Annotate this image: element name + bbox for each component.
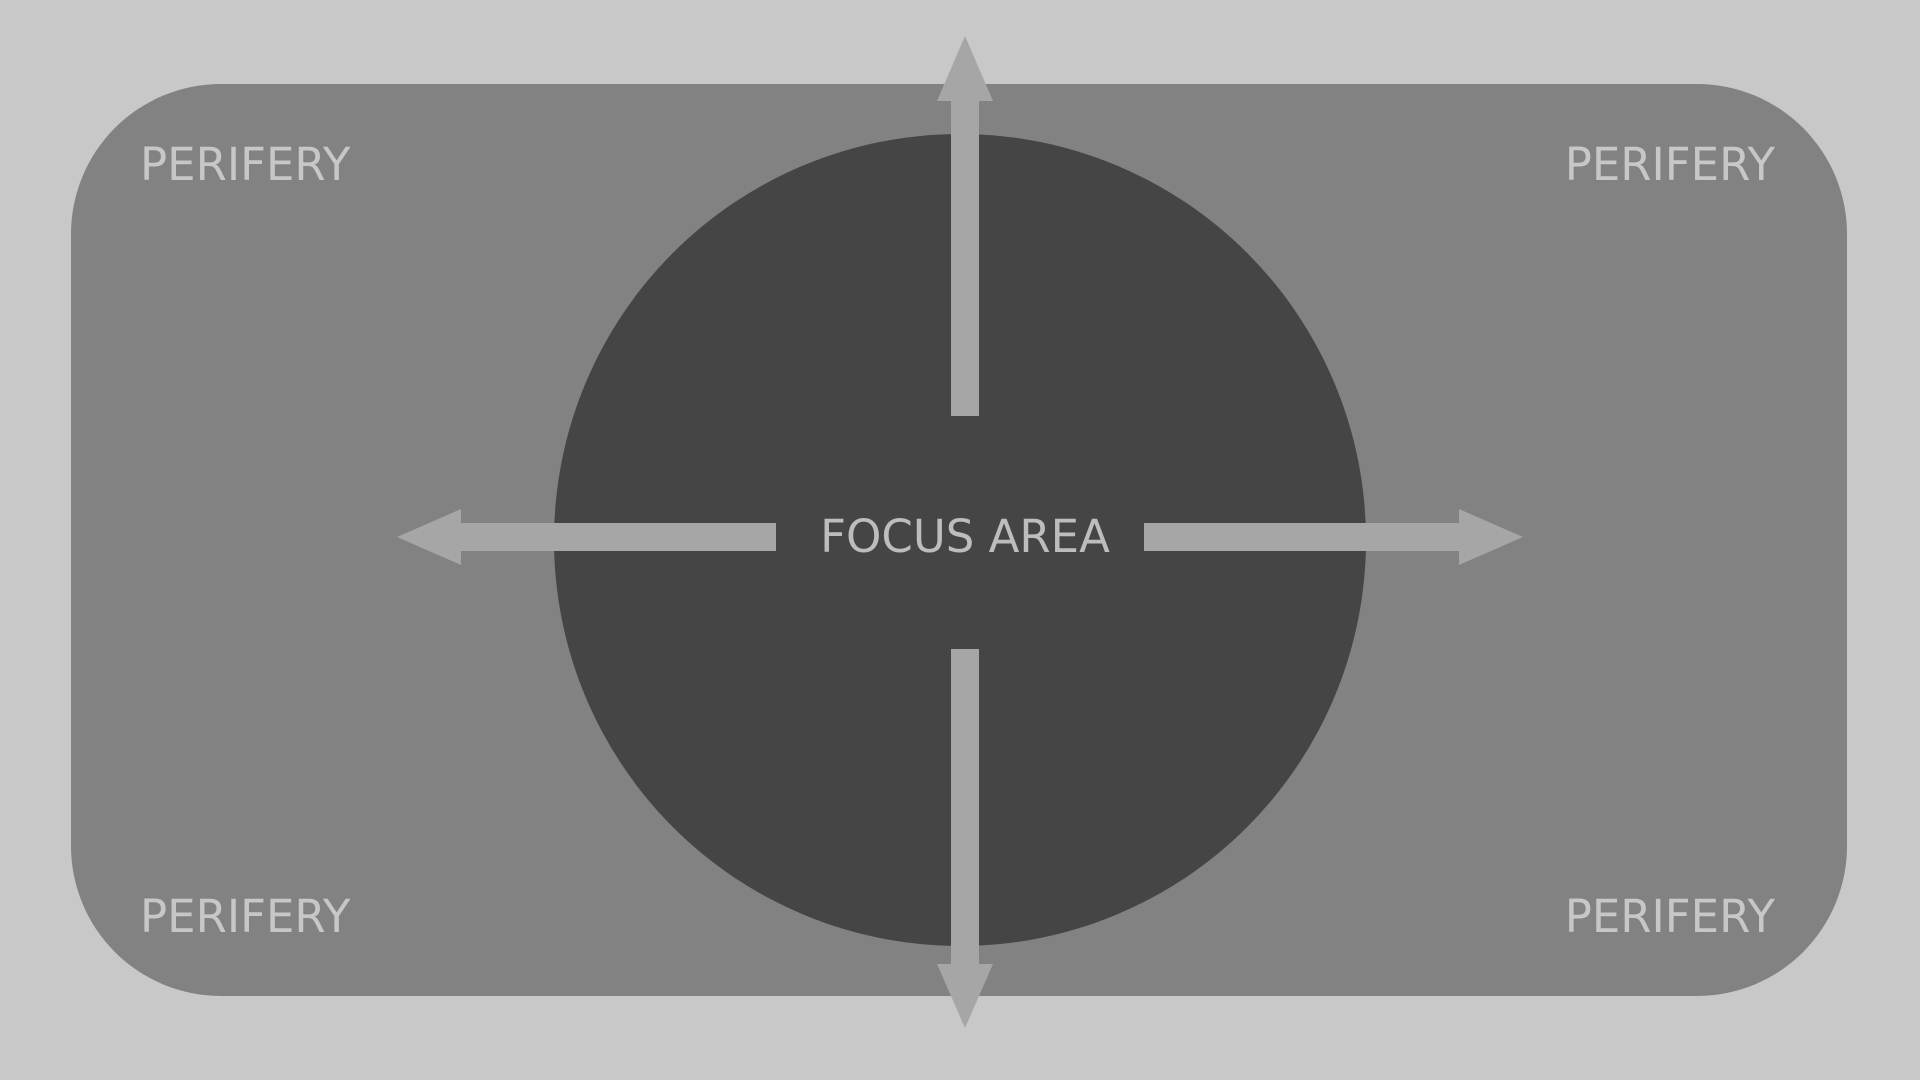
arrow-down-icon: [937, 649, 993, 1028]
focus-area-circle: [554, 134, 1366, 946]
focus-area-label: FOCUS AREA: [820, 510, 1110, 563]
arrow-right-icon: [1144, 509, 1523, 565]
arrow-up-icon: [937, 36, 993, 416]
arrow-left-icon: [397, 509, 776, 565]
periphery-label-top-right: PERIFERY: [1565, 138, 1776, 191]
periphery-label-top-left: PERIFERY: [140, 138, 351, 191]
periphery-label-bottom-right: PERIFERY: [1565, 890, 1776, 943]
arrows: [397, 36, 1523, 1028]
periphery-label-bottom-left: PERIFERY: [140, 890, 351, 943]
